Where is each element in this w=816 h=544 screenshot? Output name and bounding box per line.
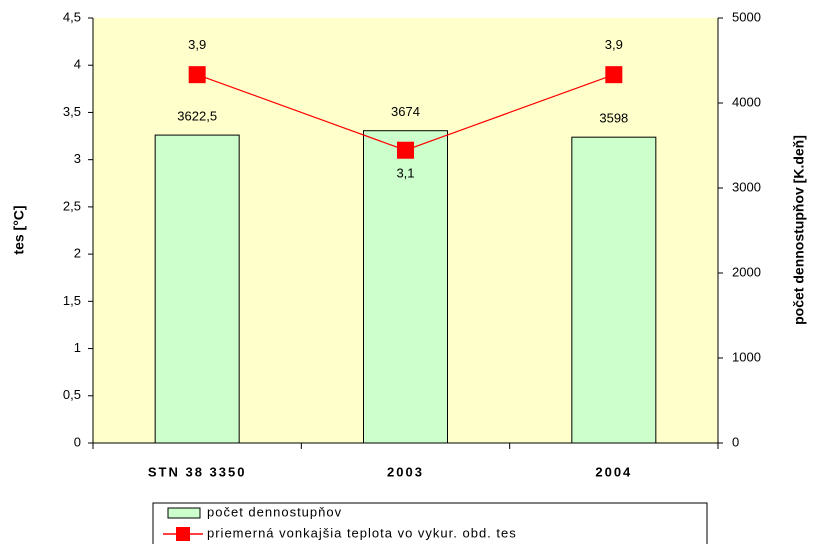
y2-tick-label: 2000 <box>732 264 761 279</box>
y2-tick-label: 1000 <box>732 349 761 364</box>
x-tick-label: STN 38 3350 <box>148 464 247 479</box>
x-tick-label: 2004 <box>595 464 632 479</box>
y2-tick-label: 4000 <box>732 94 761 109</box>
y-tick-label: 3,5 <box>63 104 81 119</box>
line-value-label: 3,9 <box>605 37 623 52</box>
y-tick-label: 3 <box>74 151 81 166</box>
y2-tick-label: 3000 <box>732 179 761 194</box>
bar <box>154 134 240 444</box>
bar <box>571 136 657 444</box>
bar-value-label: 3674 <box>391 104 420 119</box>
y-axis-label: tes [°C] <box>11 205 27 254</box>
y-tick-label: 2,5 <box>63 198 81 213</box>
bar-value-label: 3622,5 <box>177 109 217 124</box>
line-value-label: 3,1 <box>396 166 414 181</box>
marker <box>605 66 623 84</box>
marker <box>188 66 206 84</box>
x-tick-label: 2003 <box>387 464 424 479</box>
y-tick-label: 2 <box>74 246 81 261</box>
legend-label: priemerná vonkajšia teplota vo vykur. ob… <box>207 525 517 540</box>
bar-value-label: 3598 <box>599 111 628 126</box>
y-tick-label: 4 <box>74 57 81 72</box>
line-value-label: 3,9 <box>188 37 206 52</box>
legend-label: počet dennostupňov <box>207 504 342 519</box>
legend-box <box>152 502 708 544</box>
y-tick-label: 0 <box>74 434 81 449</box>
y2-tick-label: 5000 <box>732 9 761 24</box>
y-tick-label: 0,5 <box>63 387 81 402</box>
marker <box>397 141 414 159</box>
y-tick-label: 4,5 <box>63 9 81 24</box>
y-tick-label: 1 <box>74 340 81 355</box>
y-tick-label: 1,5 <box>63 293 81 308</box>
y2-axis-label: počet dennostupňov [K.deň] <box>791 135 807 325</box>
legend-swatch <box>167 507 201 519</box>
bar <box>363 130 448 444</box>
legend-marker <box>176 527 190 541</box>
y2-tick-label: 0 <box>732 434 739 449</box>
